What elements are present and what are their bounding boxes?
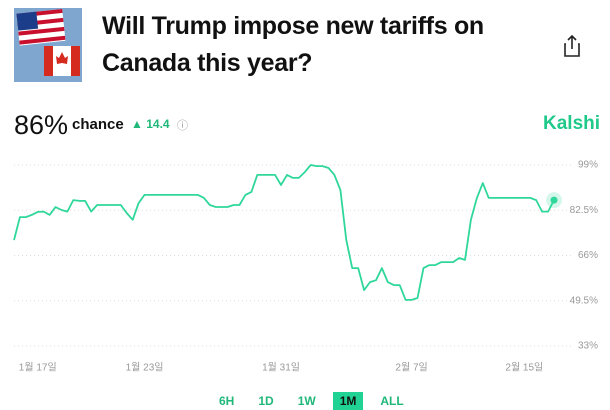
y-tick-label: 33% (578, 341, 598, 352)
x-tick-label: 1월 23일 (126, 362, 164, 374)
probability-label: chance (72, 116, 124, 133)
range-button[interactable]: 6H (219, 394, 235, 408)
range-button[interactable]: 1W (297, 394, 316, 408)
market-image (14, 8, 82, 82)
share-button[interactable] (562, 34, 582, 58)
change-value: 14.4 (146, 117, 170, 131)
y-tick-label: 82.5% (570, 205, 598, 216)
x-tick-label: 2월 15일 (505, 362, 543, 374)
title: Will Trump impose new tariffs on Canada … (102, 12, 484, 77)
x-tick-label: 1월 31일 (262, 362, 300, 374)
x-tick-label: 1월 17일 (19, 362, 57, 374)
end-point (550, 196, 558, 204)
range-selector: 6H 1D 1W 1M ALL (212, 392, 421, 410)
chart: 99% 82.5% 66% 49.5% 33% 1월 17일 1월 23일 1월 31일 2월 … (13, 160, 598, 374)
up-arrow: ▲ (131, 117, 147, 131)
x-tick-label: 2월 7일 (395, 362, 427, 374)
y-tick-label: 66% (578, 250, 598, 261)
info-icon[interactable]: ⓘ (177, 120, 188, 132)
probability: 86% (14, 110, 69, 140)
range-button[interactable]: ALL (380, 394, 404, 408)
source: Kalshi (543, 113, 601, 134)
range-button[interactable]: 1M (332, 392, 364, 410)
y-tick-label: 99% (578, 160, 598, 171)
y-tick-label: 49.5% (570, 295, 598, 306)
change: ▲ 14.4 (131, 117, 170, 131)
line (13, 164, 555, 301)
range-button[interactable]: 1D (258, 394, 274, 408)
